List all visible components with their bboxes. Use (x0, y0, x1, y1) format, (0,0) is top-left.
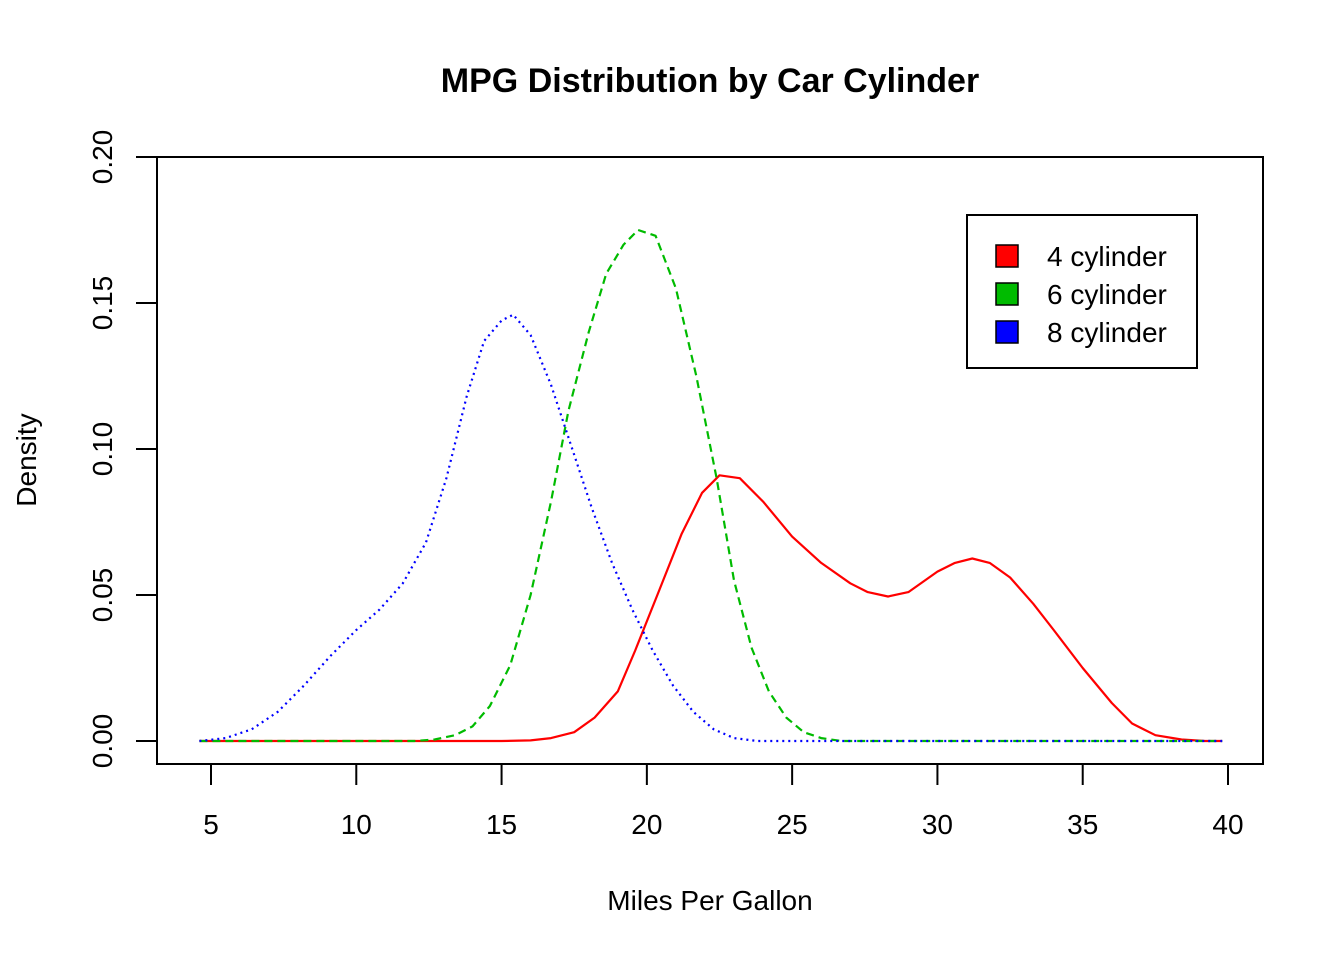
x-tick-label-15: 15 (486, 809, 517, 840)
x-tick-label-5: 5 (203, 809, 219, 840)
y-tick-label-4: 0.20 (87, 130, 118, 185)
legend-swatch-1 (995, 244, 1019, 268)
legend-swatch-2 (995, 282, 1019, 306)
axis-layer: 5 10 15 20 25 30 35 40 0.00 0.05 0.10 0.15 0.20 (87, 130, 1244, 840)
y-tick-label-0: 0.00 (87, 714, 118, 769)
legend-label-1: 4 cylinder (1047, 241, 1167, 272)
y-tick-label-1: 0.05 (87, 568, 118, 623)
x-tick-label-25: 25 (777, 809, 808, 840)
legend-label-2: 6 cylinder (1047, 279, 1167, 310)
y-tick-label-3: 0.15 (87, 276, 118, 331)
x-tick-label-20: 20 (631, 809, 662, 840)
chart-title: MPG Distribution by Car Cylinder (441, 62, 979, 100)
x-tick-label-10: 10 (341, 809, 372, 840)
y-tick-label-2: 0.10 (87, 422, 118, 477)
series-line-1 (199, 474, 1223, 743)
series-line-2 (199, 228, 1223, 743)
series-layer (199, 228, 1223, 743)
x-tick-label-40: 40 (1212, 809, 1243, 840)
legend-swatch-3 (995, 320, 1019, 344)
y-axis-label: Density (11, 413, 42, 506)
legend: 4 cylinder 6 cylinder 8 cylinder (966, 214, 1198, 369)
x-tick-label-35: 35 (1067, 809, 1098, 840)
series-line-3 (199, 313, 1223, 743)
legend-label-3: 8 cylinder (1047, 317, 1167, 348)
x-tick-label-30: 30 (922, 809, 953, 840)
x-axis-label: Miles Per Gallon (607, 885, 812, 916)
